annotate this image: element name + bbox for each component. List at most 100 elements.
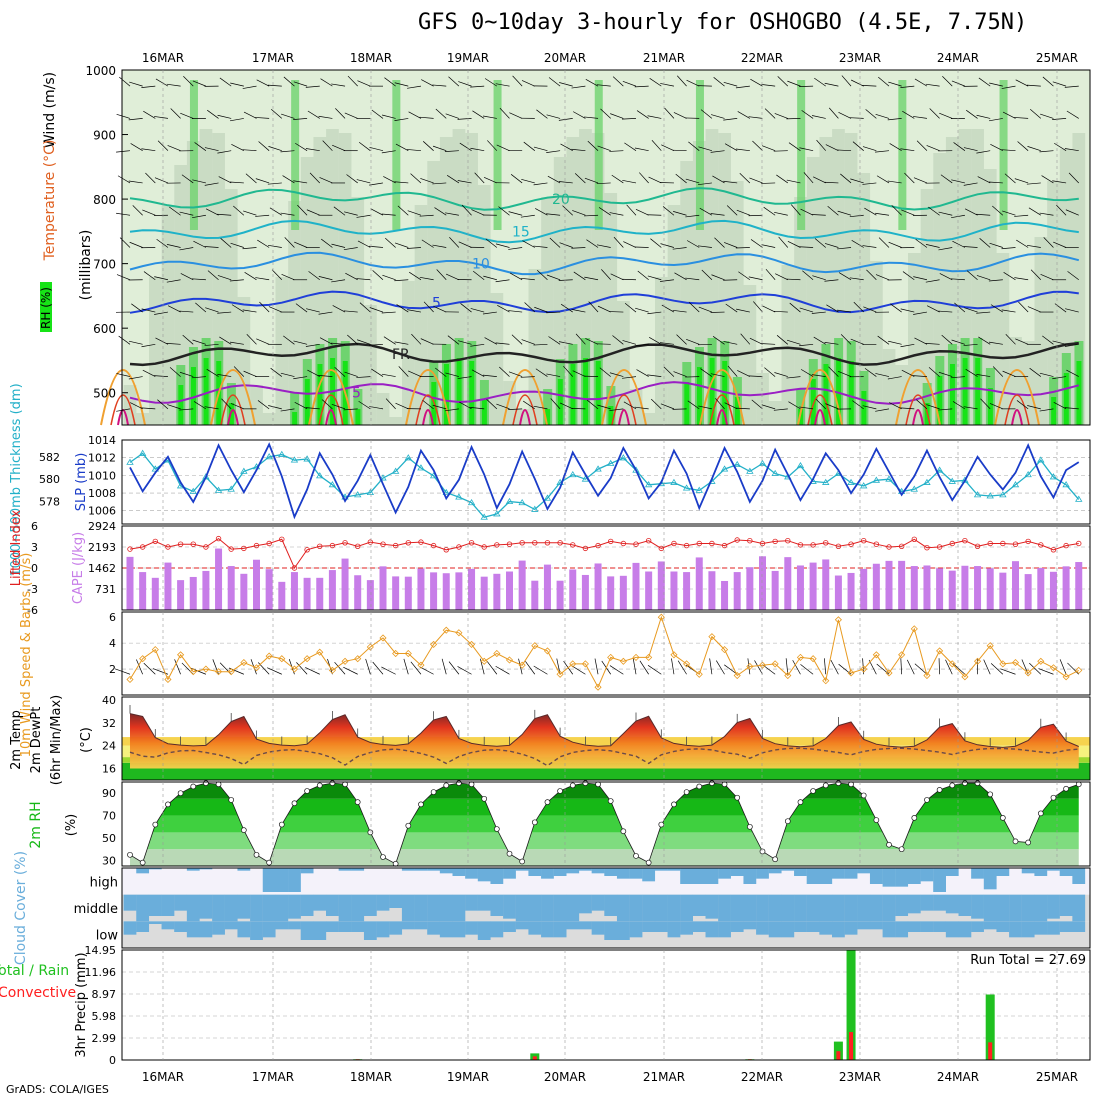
chart-title: GFS 0~10day 3-hourly for OSHOGBO (4.5E, … [418,10,1028,35]
thickness-point [278,450,286,457]
upper-wind-barb [520,277,535,281]
precip-tick-label: 2.99 [92,1032,117,1045]
surface-wind-barb [938,658,940,675]
cloud-bar-middle [528,894,542,922]
wind-speed-point [910,625,918,633]
upper-wind-barb [1014,117,1029,119]
cloud-bar-middle [768,894,782,922]
cloud-bar-middle [983,894,997,922]
upper-wind-barb [964,307,978,313]
thickness-point [910,485,919,492]
upper-wind-barb [938,211,953,216]
cloud-bar-low [591,921,605,935]
upper-wind-barb [841,75,852,87]
upper-wind-barb [131,303,143,313]
upper-wind-barb [1042,335,1054,345]
rh-point [506,850,513,857]
upper-wind-barb [788,401,801,410]
cape-bar [1075,562,1083,610]
thickness-point [923,478,931,485]
upper-wind-barb [411,333,422,345]
warm-isotherm [502,369,548,426]
rh-column [667,205,681,425]
upper-wind-barb [1064,85,1079,88]
upper-wind-barb [546,373,561,377]
upper-wind-barb [445,273,460,281]
upper-wind-barb [825,144,839,151]
upper-wind-barb [533,343,548,346]
upper-wind-barb [242,149,257,152]
upper-wind-barb [1064,343,1079,347]
upper-wind-barb [383,336,396,345]
cloud-bar-low [123,921,137,935]
lifted-index-point [494,542,500,548]
upper-wind-barb [217,374,232,377]
cloud-bar-middle [515,894,529,922]
upper-wind-barb [157,399,169,410]
upper-wind-barb [989,82,1003,87]
upper-wind-barb [117,175,131,184]
upper-wind-barb [436,269,447,281]
upper-wind-barb [587,140,599,151]
rh-saturated-column [848,361,854,425]
cape-bar [316,577,324,610]
cloud-bar-high [743,868,757,884]
surface-wind-barb [709,658,713,675]
rh-point [203,780,209,786]
upper-wind-barb [256,338,270,345]
cloud-bar-low [794,921,807,932]
upper-wind-barb [332,144,346,152]
upper-wind-barb [1015,79,1029,87]
upper-wind-barb [370,208,384,216]
cloud-bar-middle [465,894,478,911]
upper-wind-barb [888,241,902,248]
upper-wind-barb [878,237,890,248]
cloud-bar-low [148,921,162,924]
rh-column [882,349,896,425]
rh2m-axis-label: 2m RH [28,801,44,848]
upper-wind-barb [243,111,257,119]
upper-wind-barb [344,211,358,216]
top-date-label: 20MAR [544,51,586,65]
thickness-point [126,458,134,465]
cape-bar [759,556,766,610]
rh-point [746,823,753,830]
rh-point [354,799,361,806]
upper-wind-barb [740,333,751,345]
upper-wind-barb [1015,338,1029,345]
cloud-bar-low [857,921,871,930]
upper-wind-barb [573,271,586,281]
cloud-bar-middle [250,894,263,922]
cape-bar [885,560,893,610]
surface-wind-barb [296,662,308,675]
cape-bar [708,571,716,610]
rh-band [130,849,1079,866]
cloud-bar-low [781,921,795,938]
upper-wind-barb [128,180,143,184]
upper-wind-barb [988,279,1003,282]
upper-wind-barb [154,311,169,315]
lifted-index-point [380,541,386,547]
cloud-bar-low [730,921,744,932]
hot-isotherm [611,394,637,426]
wind-tick-label: 2 [109,663,116,676]
wind-speed-point [189,668,197,676]
rh-point [671,801,677,808]
cloud-bar-middle [452,894,466,922]
upper-wind-barb [231,304,245,313]
cape-tick-label: 731 [95,583,116,596]
upper-wind-barb [369,307,384,313]
upper-wind-barb [281,273,295,281]
surface-wind-barb [441,658,447,675]
upper-wind-barb [634,406,649,410]
upper-wind-barb [811,311,826,314]
upper-wind-barb [280,150,295,153]
cloud-bar-middle [237,894,251,919]
upper-wind-barb [357,80,371,87]
thickness-point [240,467,248,474]
upper-wind-barb [1039,408,1054,412]
upper-wind-barb [963,246,978,248]
thickness-point [872,476,881,483]
wind-speed-point [366,643,374,651]
upper-wind-barb [1001,309,1016,313]
